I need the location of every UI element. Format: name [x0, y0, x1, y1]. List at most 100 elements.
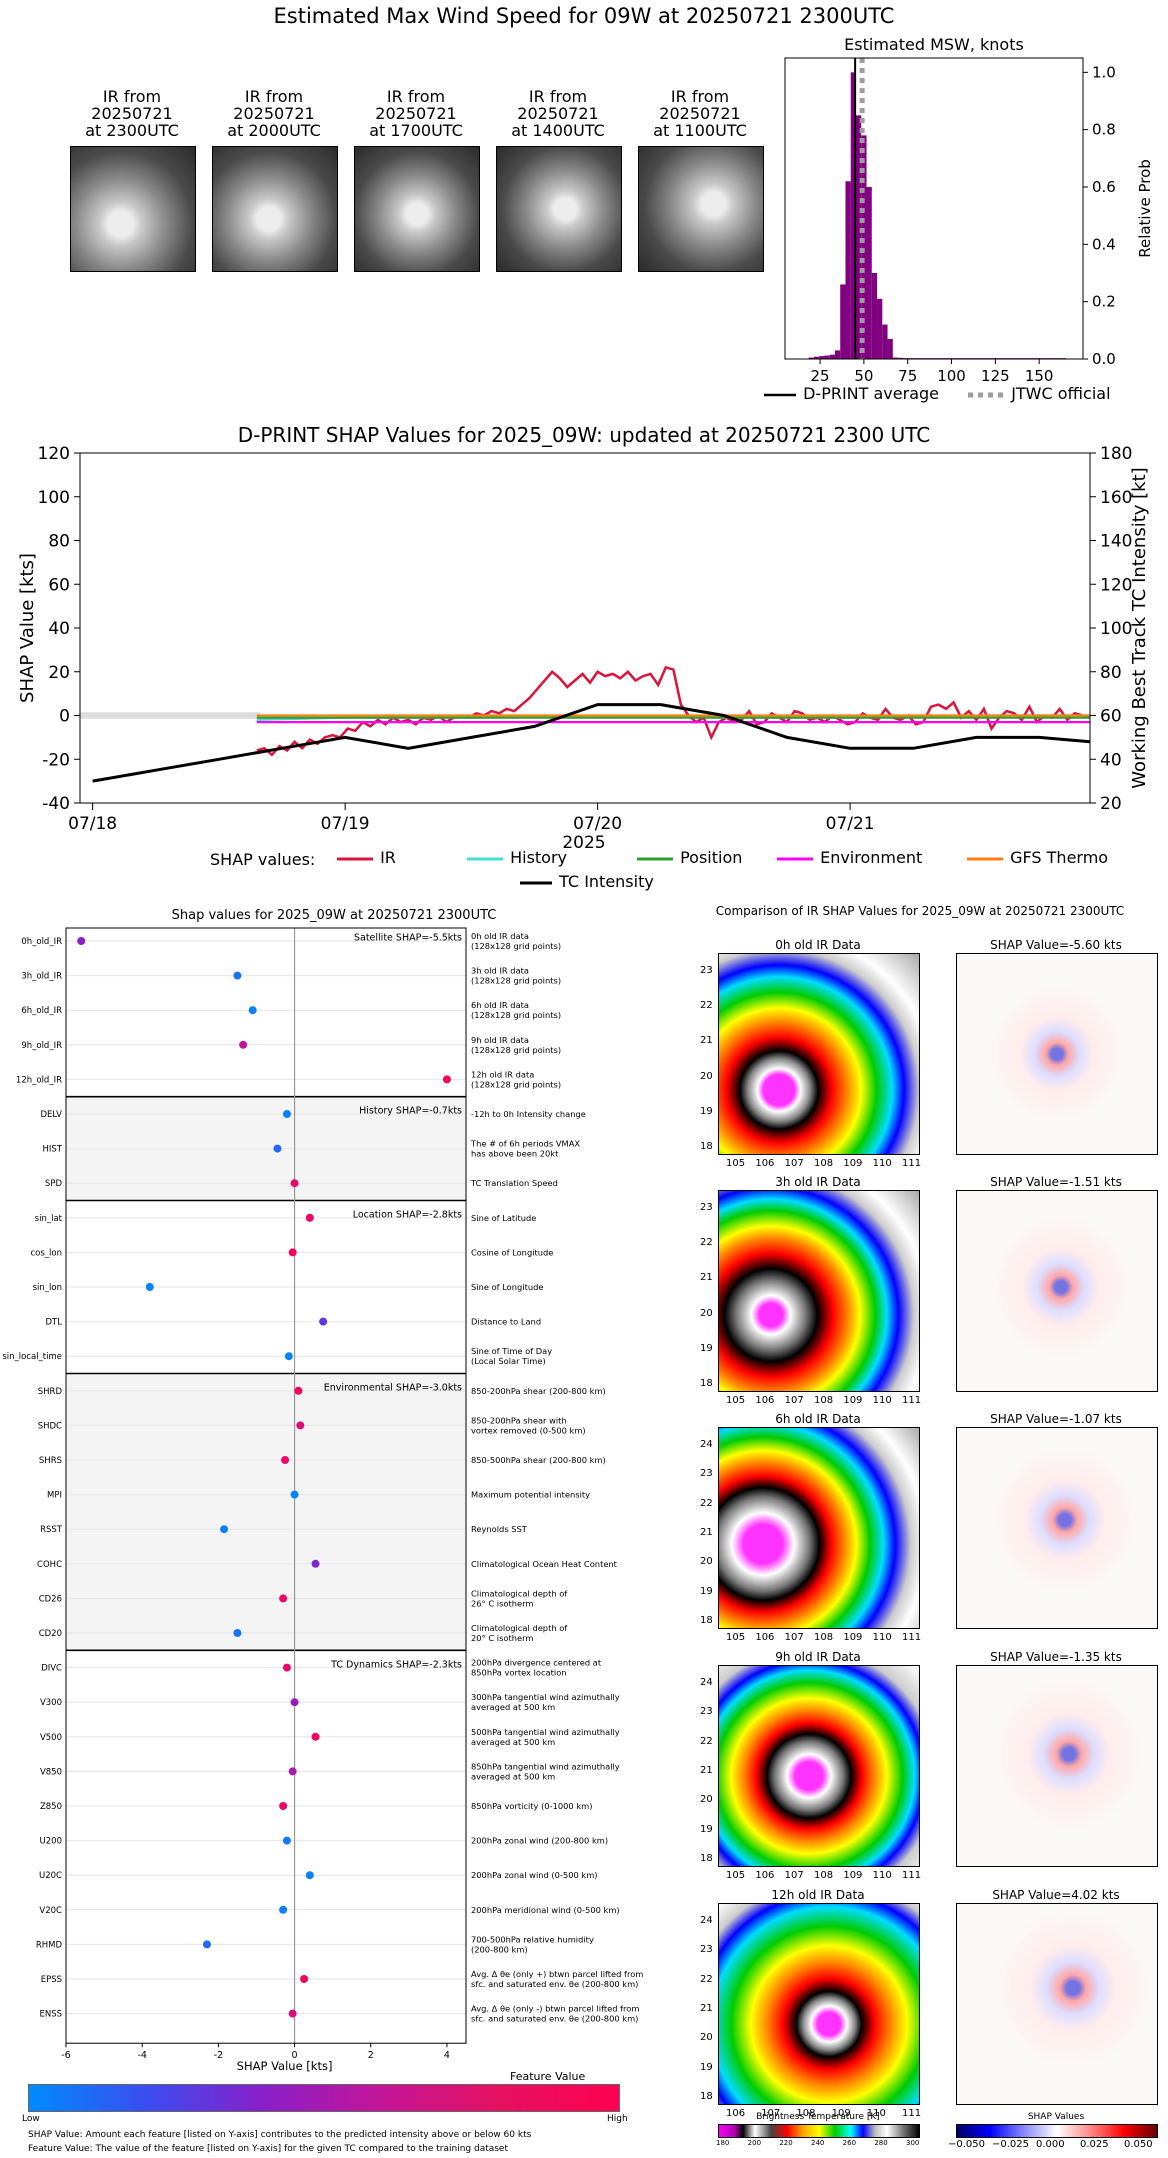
- feature-name-label: cos_lon: [30, 1248, 62, 1258]
- feature-description: 700-500hPa relative humidity: [471, 1934, 594, 1944]
- msw-bar: [861, 135, 867, 359]
- ir-panel-y-tick: 20: [700, 1070, 713, 1082]
- feature-x-tick-label: -2: [214, 2050, 223, 2061]
- ir-panel-y-tick: 22: [700, 1735, 713, 1747]
- jtwc-legend-label: JTWC official: [1011, 384, 1111, 403]
- feature-name-label: V20C: [39, 1906, 62, 1916]
- ts-y-tick-label: 20: [48, 663, 70, 683]
- ir-panel-x-tick: 106: [755, 1158, 775, 1169]
- feature-description: (200-800 km): [471, 1944, 528, 1954]
- shap-legend-label: Environment: [815, 848, 923, 867]
- feature-description: 20° C isotherm: [471, 1633, 533, 1643]
- ts-y2-tick-label: 80: [1100, 663, 1122, 683]
- feature-description: Sine of Longitude: [471, 1282, 543, 1292]
- feature-name-label: RHMD: [36, 1940, 63, 1950]
- ir-comparison-title: Comparison of IR SHAP Values for 2025_09…: [715, 904, 1125, 918]
- ir-panel-y-tick: 19: [700, 1105, 713, 1117]
- sv-colorbar: [956, 2124, 1158, 2138]
- shap-legend-label: Position: [675, 848, 743, 867]
- msw-y-tick-label: 0.6: [1092, 178, 1116, 196]
- feature-name-label: CD20: [39, 1629, 62, 1639]
- ir-panel-x-tick: 107: [784, 1870, 804, 1881]
- shap-legend-item: IR: [335, 848, 396, 867]
- feature-description: 0h old IR data: [471, 931, 529, 941]
- ir-thumbnail-label: IR from 20250721 at 1100UTC: [653, 87, 747, 140]
- ts-y2-axis-label: Working Best Track TC Intensity [kt]: [1129, 467, 1150, 788]
- feature-shap-dot: [288, 1248, 297, 1257]
- msw-bar: [877, 298, 883, 359]
- feature-name-label: sin_lat: [35, 1214, 63, 1224]
- feature-x-tick-label: 2: [368, 2050, 374, 2061]
- ir-panel-y-tick: 23: [700, 1944, 713, 1956]
- shap-panel-image: [956, 1190, 1158, 1392]
- feature-name-label: DELV: [40, 1110, 62, 1120]
- ir-panel-title: 12h old IR Data: [771, 1888, 865, 1902]
- ir-panel-y-tick: 21: [700, 1035, 713, 1047]
- feature-name-label: 6h_old_IR: [21, 1006, 62, 1016]
- feature-name-label: Z850: [40, 1802, 62, 1812]
- msw-bar: [850, 72, 856, 360]
- feature-name-label: ENSS: [39, 2010, 62, 2020]
- ir-panel-x-tick: 108: [814, 1158, 834, 1169]
- msw-bar: [845, 181, 851, 359]
- feature-shap-dot: [296, 1421, 305, 1430]
- feature-name-label: EPSS: [41, 1975, 62, 1985]
- bt-colorbar: [718, 2124, 920, 2138]
- feature-shap-dot: [288, 1767, 297, 1776]
- ir-panel-y-tick: 20: [700, 1556, 713, 1568]
- ir-panel-x-tick: 105: [726, 1395, 746, 1406]
- feature-description: (128x128 grid points): [471, 1079, 561, 1089]
- msw-y-tick-label: 0.4: [1092, 235, 1116, 253]
- shap-legend-label: History: [505, 848, 568, 867]
- feature-shap-dot: [233, 971, 242, 980]
- ts-y2-tick-label: 20: [1100, 794, 1122, 814]
- feature-description: 26° C isotherm: [471, 1598, 533, 1608]
- ts-y2-tick-label: 40: [1100, 750, 1122, 770]
- msw-bar: [898, 357, 904, 359]
- feature-description: 200hPa divergence centered at: [471, 1658, 602, 1668]
- feature-shap-dot: [305, 1871, 314, 1880]
- ir-panel-x-tick: 111: [902, 1158, 922, 1169]
- ir-panel-y-tick: 18: [700, 1853, 713, 1864]
- ts-y-tick-label: -20: [42, 750, 70, 770]
- ts-y-axis-label: SHAP Value [kts]: [17, 553, 38, 703]
- ir-panel-image: [718, 1665, 920, 1867]
- feature-shap-dot: [279, 1594, 288, 1603]
- feature-description: 200hPa meridional wind (0-500 km): [471, 1905, 620, 1915]
- msw-bar: [824, 355, 830, 359]
- ts-y-tick-label: -40: [42, 794, 70, 814]
- msw-histogram-chart: Estimated MSW, knots 25 50 75 100 125 150 0.0 0.…: [784, 35, 1154, 385]
- ir-panel-x-tick: 111: [902, 1395, 922, 1406]
- ir-thumbnail-label: IR from 20250721 at 2300UTC: [85, 87, 179, 140]
- shap-legend-swatch: [337, 857, 373, 860]
- feature-description: -12h to 0h Intensity change: [471, 1109, 586, 1119]
- ir-panel-y-tick: 24: [700, 1439, 713, 1450]
- ts-y-tick-label: 0: [59, 707, 70, 727]
- ir-panel-x-tick: 110: [872, 1632, 892, 1643]
- shap-panel-title: SHAP Value=-1.51 kts: [990, 1175, 1122, 1189]
- feature-group-label: TC Dynamics SHAP=-2.3kts: [330, 1659, 462, 1670]
- feature-description: 500hPa tangential wind azimuthally: [471, 1727, 620, 1737]
- feature-description: (128x128 grid points): [471, 1010, 561, 1020]
- feature-shap-dot: [279, 1905, 288, 1914]
- ts-y2-tick-label: 160: [1100, 488, 1132, 508]
- ir-panel-x-tick: 108: [814, 1870, 834, 1881]
- tc-legend-swatch: [520, 881, 552, 884]
- feature-shap-dot: [311, 1559, 320, 1568]
- ir-panel-x-tick: 109: [843, 1395, 863, 1406]
- ir-panel-y-tick: 23: [700, 1706, 713, 1718]
- feature-description: Climatological depth of: [471, 1588, 568, 1598]
- ir-thumbnail-image: [496, 146, 622, 272]
- feature-group-label: History SHAP=-0.7kts: [359, 1106, 462, 1117]
- feature-description: Climatological Ocean Heat Content: [471, 1559, 618, 1569]
- feature-description: 200hPa zonal wind (0-500 km): [471, 1870, 598, 1880]
- feature-shap-dot: [290, 1698, 299, 1707]
- ir-panel-y-tick: 21: [700, 2003, 713, 2014]
- ts-y-tick-label: 100: [38, 488, 70, 508]
- feature-description: 9h old IR data: [471, 1035, 529, 1045]
- ir-panel-y-tick: 18: [700, 1378, 713, 1389]
- bt-colorbar-tick: 180: [716, 2139, 730, 2147]
- feature-shap-dot: [145, 1283, 154, 1291]
- ir-panel-y-tick: 22: [700, 1237, 713, 1249]
- msw-x-tick-label: 75: [898, 367, 917, 385]
